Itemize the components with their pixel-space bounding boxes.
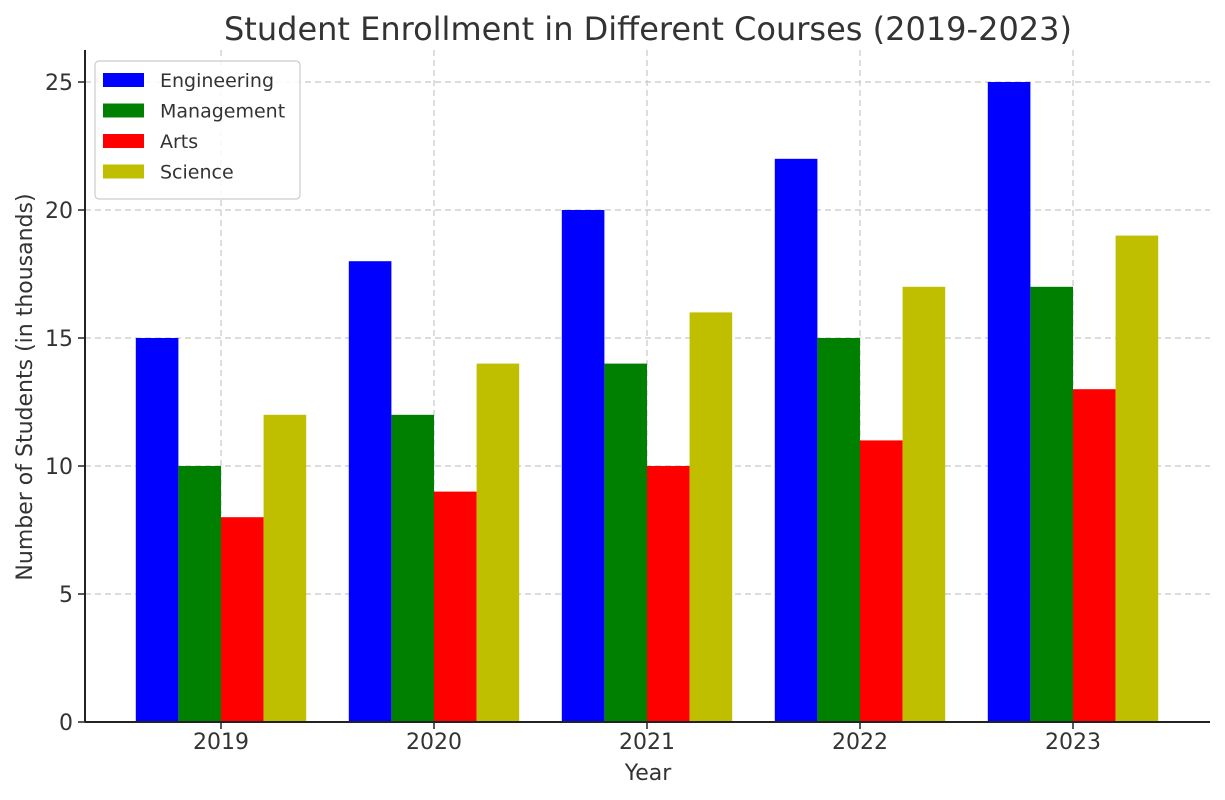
bar-science-2019 xyxy=(263,414,307,722)
x-tick-label: 2023 xyxy=(1045,730,1101,755)
x-tick-label: 2019 xyxy=(193,730,249,755)
legend-label: Engineering xyxy=(160,70,274,92)
y-tick-label: 20 xyxy=(45,199,73,224)
bar-science-2021 xyxy=(689,312,733,722)
legend: Engineering Management Arts Science xyxy=(94,60,301,200)
bar-science-2020 xyxy=(476,363,520,722)
bar-engineering-2021 xyxy=(561,210,605,722)
bar-arts-2023 xyxy=(1073,389,1116,722)
y-axis-label: Number of Students (in thousands) xyxy=(13,193,38,580)
bars xyxy=(135,82,1159,723)
bar-arts-2019 xyxy=(221,517,264,722)
legend-label: Arts xyxy=(160,131,198,153)
y-tick-label: 0 xyxy=(59,711,73,736)
bar-engineering-2023 xyxy=(987,82,1031,722)
legend-swatch xyxy=(103,164,144,179)
bar-management-2019 xyxy=(178,466,221,722)
bar-management-2020 xyxy=(391,414,434,722)
bar-engineering-2020 xyxy=(348,261,392,722)
tick-labels: 0 5 10 15 20 25 2019 2020 2021 2022 2023 xyxy=(45,71,1101,755)
bar-engineering-2019 xyxy=(135,338,179,722)
x-axis-label: Year xyxy=(624,761,673,786)
y-tick-label: 10 xyxy=(45,455,73,480)
bar-arts-2020 xyxy=(434,491,477,722)
y-tick-label: 15 xyxy=(45,327,73,352)
legend-swatch xyxy=(103,103,144,118)
legend-frame xyxy=(94,60,301,200)
bar-arts-2022 xyxy=(860,440,903,722)
legend-swatch xyxy=(103,134,144,148)
chart-title: Student Enrollment in Different Courses … xyxy=(224,10,1072,48)
bar-management-2021 xyxy=(604,363,647,722)
x-tick-label: 2021 xyxy=(619,730,675,755)
legend-label: Management xyxy=(160,101,285,123)
bar-management-2023 xyxy=(1030,286,1073,722)
x-tick-label: 2020 xyxy=(406,730,462,755)
axes xyxy=(78,50,1210,729)
bar-arts-2021 xyxy=(647,466,690,722)
y-tick-label: 5 xyxy=(59,583,73,608)
y-tick-label: 25 xyxy=(45,71,73,96)
legend-swatch xyxy=(103,73,144,87)
bar-science-2023 xyxy=(1115,235,1159,722)
legend-label: Science xyxy=(160,162,234,184)
x-tick-label: 2022 xyxy=(832,730,888,755)
bar-management-2022 xyxy=(817,338,860,722)
bar-science-2022 xyxy=(902,286,946,722)
bar-engineering-2022 xyxy=(774,158,818,723)
